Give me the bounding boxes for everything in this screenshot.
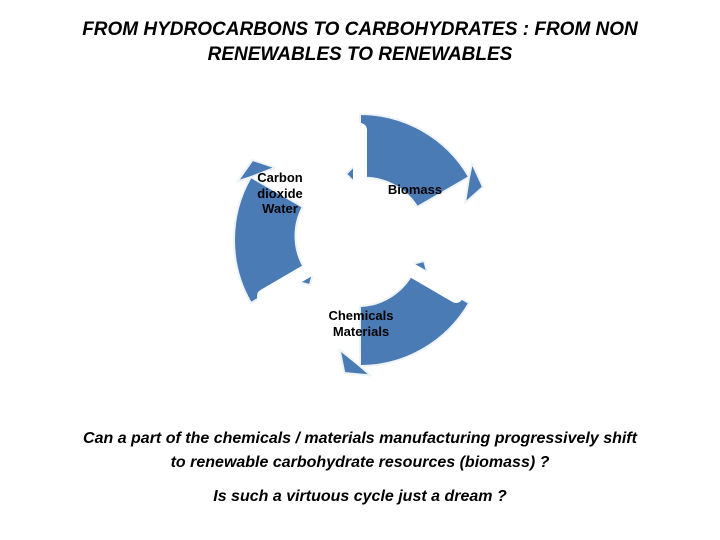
title-line-1: FROM HYDROCARBONS TO CARBOHYDRATES : FRO… xyxy=(82,19,638,40)
label-chemicals: Chemicals xyxy=(328,308,393,323)
caption-line-1: Can a part of the chemicals / materials … xyxy=(0,430,720,448)
center-hub xyxy=(332,212,388,268)
label-carbon-water: Carbon dioxide Water xyxy=(240,170,320,217)
label-materials: Materials xyxy=(333,324,389,339)
title-line-2: RENEWABLES TO RENEWABLES xyxy=(208,44,513,65)
label-biomass-text: Biomass xyxy=(388,182,442,197)
caption-line-2: to renewable carbohydrate resources (bio… xyxy=(0,454,720,472)
label-carbon: Carbon xyxy=(257,170,303,185)
caption-line-3: Is such a virtuous cycle just a dream ? xyxy=(0,488,720,506)
label-chem-mat: Chemicals Materials xyxy=(296,308,426,339)
label-water: Water xyxy=(262,201,298,216)
label-dioxide: dioxide xyxy=(257,186,303,201)
page-title: FROM HYDROCARBONS TO CARBOHYDRATES : FRO… xyxy=(0,18,720,67)
label-biomass: Biomass xyxy=(380,182,450,198)
